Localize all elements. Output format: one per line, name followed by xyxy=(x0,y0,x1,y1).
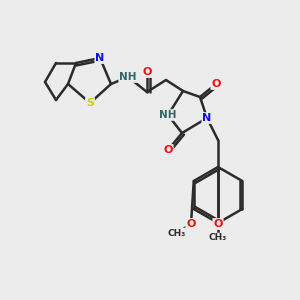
Text: N: N xyxy=(202,113,211,123)
Text: O: O xyxy=(213,219,223,229)
Text: O: O xyxy=(211,79,221,89)
Text: N: N xyxy=(95,53,105,63)
Text: CH₃: CH₃ xyxy=(168,229,186,238)
Text: O: O xyxy=(163,145,173,155)
Text: NH: NH xyxy=(159,110,177,120)
Text: CH₃: CH₃ xyxy=(209,233,227,242)
Text: O: O xyxy=(142,67,152,77)
Text: O: O xyxy=(186,219,196,229)
Text: S: S xyxy=(86,98,94,108)
Text: NH: NH xyxy=(119,72,137,82)
